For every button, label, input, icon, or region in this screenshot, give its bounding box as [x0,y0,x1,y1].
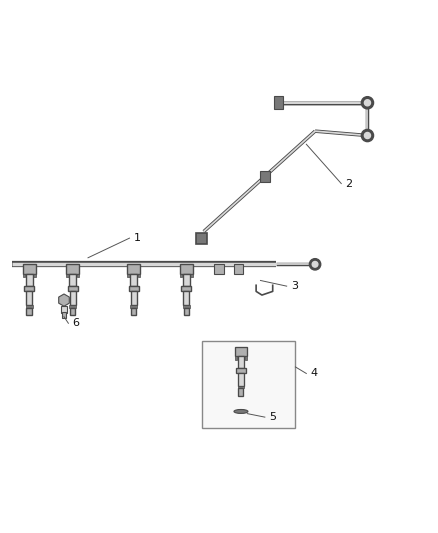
Bar [138,274,141,277]
Circle shape [364,100,371,106]
Bar [180,264,193,274]
Bar [181,286,191,292]
Bar [66,274,69,277]
Bar [22,264,35,274]
Bar [235,357,237,360]
Circle shape [361,96,374,109]
Bar [69,305,76,308]
Bar [25,305,32,308]
Bar [26,308,32,316]
Bar [22,274,25,277]
Text: 6: 6 [73,318,80,328]
Bar [180,274,182,277]
Text: 2: 2 [346,179,353,189]
Bar [66,264,79,274]
Bar [70,308,75,316]
Bar [26,292,32,305]
Bar [238,357,244,368]
Circle shape [361,130,374,142]
Bar [25,274,32,286]
Bar [245,357,247,360]
Circle shape [312,262,318,267]
Bar [238,386,244,389]
Bar [70,292,76,305]
Bar [77,274,79,277]
Bar [61,306,67,313]
Bar [214,264,224,274]
Bar [238,373,244,386]
Circle shape [364,133,371,139]
Ellipse shape [234,409,248,414]
Bar [190,274,193,277]
Bar [129,286,139,292]
Bar [183,305,190,308]
Bar [131,308,137,316]
Text: 3: 3 [291,281,298,291]
Bar [68,286,78,292]
Bar [183,274,190,286]
Bar [131,292,137,305]
Bar [24,286,34,292]
Bar [127,274,130,277]
Bar [183,292,189,305]
Bar [260,171,270,182]
Bar [131,305,138,308]
Bar [131,274,138,286]
Bar [184,308,189,316]
Bar [62,312,66,318]
Text: 1: 1 [134,233,141,243]
Bar [201,341,295,428]
Bar [237,368,246,373]
Bar [196,233,207,244]
Circle shape [309,259,321,270]
Bar [234,264,244,274]
Bar [69,274,76,286]
Bar [274,96,283,109]
Bar [127,264,141,274]
Text: 5: 5 [269,412,276,422]
Bar [33,274,35,277]
Text: 4: 4 [311,368,318,378]
Bar [235,348,247,357]
Bar [238,389,244,396]
